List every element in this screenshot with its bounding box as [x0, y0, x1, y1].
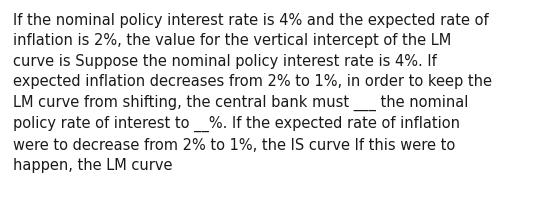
Text: If the nominal policy interest rate is 4% and the expected rate of
inflation is : If the nominal policy interest rate is 4…: [13, 13, 492, 173]
